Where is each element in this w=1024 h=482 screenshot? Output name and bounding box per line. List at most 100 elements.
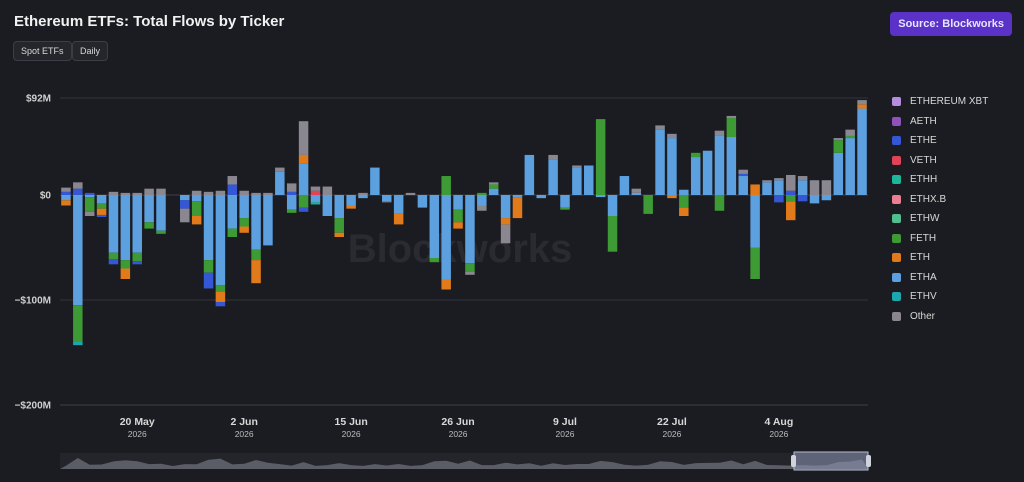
legend-item[interactable]: ETHW [892,209,988,229]
bar-segment-etha[interactable] [714,135,725,195]
bar-segment-feth[interactable] [714,195,725,211]
bar-segment-feth[interactable] [108,252,119,260]
bar-segment-other[interactable] [797,176,808,181]
bar-segment-eth[interactable] [500,218,511,225]
bar-segment-feth[interactable] [441,176,451,195]
range-navigator[interactable] [60,451,871,471]
bar-segment-eth[interactable] [393,213,404,225]
bar-segment-other[interactable] [762,180,772,183]
bar-segment-etha[interactable] [512,195,523,198]
bar-segment-ethe[interactable] [108,259,119,265]
bar-segment-etha[interactable] [263,195,273,246]
source-button[interactable]: Source: Blockworks [890,12,1012,36]
bar-segment-other[interactable] [726,115,737,119]
bar-segment-other[interactable] [61,187,71,192]
bar-segment-etha[interactable] [631,192,642,195]
bar-segment-feth[interactable] [96,203,107,209]
bar-segment-feth[interactable] [215,285,226,292]
bar-segment-etha[interactable] [572,167,582,195]
bar-segment-etha[interactable] [584,165,594,195]
bar-segment-other[interactable] [774,178,784,181]
bar-segment-eth[interactable] [191,216,202,225]
bar-segment-etha[interactable] [370,167,380,195]
bar-segment-etha[interactable] [548,159,558,195]
bar-segment-feth[interactable] [191,201,202,216]
bar-segment-feth[interactable] [286,209,297,213]
bar-segment-etha[interactable] [382,195,392,202]
bar-segment-eth[interactable] [512,197,523,219]
bar-segment-etha[interactable] [298,163,309,195]
bar-segment-etha[interactable] [477,195,487,206]
bar-segment-ethe[interactable] [132,261,142,265]
legend-item[interactable]: ETHEREUM XBT [892,92,988,112]
bar-segment-etha[interactable] [536,195,546,199]
bar-segment-eth[interactable] [298,154,309,164]
bar-segment-eth[interactable] [786,201,796,221]
bar-segment-veth[interactable] [310,190,321,195]
bar-segment-ethe[interactable] [203,272,214,289]
bar-segment-etha[interactable] [821,195,832,201]
navigator-window[interactable] [793,451,869,471]
bar-segment-feth[interactable] [607,216,618,252]
bar-segment-other[interactable] [548,154,558,160]
legend-item[interactable]: ETHH [892,170,988,190]
bar-segment-etha[interactable] [857,108,867,195]
bar-segment-feth[interactable] [334,218,344,233]
bar-segment-etha[interactable] [774,180,784,195]
bar-segment-ethe[interactable] [84,192,95,195]
bar-segment-other[interactable] [572,165,582,168]
legend-item[interactable]: ETHV [892,287,988,307]
bar-segment-other[interactable] [500,224,511,244]
bar-segment-etha[interactable] [191,195,202,202]
bar-segment-etha[interactable] [488,188,499,195]
bar-segment-ethe[interactable] [797,195,808,202]
bar-segment-other[interactable] [488,182,499,185]
bar-segment-etha[interactable] [453,195,463,210]
bar-segment-feth[interactable] [84,197,95,212]
bar-segment-etha[interactable] [239,195,249,219]
bar-segment-etha[interactable] [286,195,297,210]
bar-segment-etha[interactable] [108,195,119,253]
bar-segment-ethe[interactable] [227,184,238,195]
bar-segment-etha[interactable] [358,195,368,199]
bar-segment-etha[interactable] [607,195,618,216]
bar-segment-etha[interactable] [738,176,748,195]
bar-segment-eth[interactable] [334,232,344,237]
legend-item[interactable]: ETH [892,248,988,268]
bar-segment-eth[interactable] [239,226,249,233]
bar-segment-other[interactable] [203,191,214,195]
bar-segment-feth[interactable] [833,140,844,153]
bar-segment-etha[interactable] [702,150,713,195]
bar-segment-etha[interactable] [144,195,154,223]
bar-segment-etha[interactable] [251,195,261,250]
bar-segment-feth[interactable] [726,118,737,138]
bar-segment-other[interactable] [667,133,677,139]
bar-segment-eth[interactable] [857,104,867,109]
bar-segment-etha[interactable] [215,195,226,286]
legend-item[interactable]: ETHE [892,131,988,151]
bar-segment-other[interactable] [180,208,190,223]
bar-segment-etha[interactable] [750,195,760,248]
bar-segment-other[interactable] [382,201,392,203]
bar-segment-other[interactable] [275,167,285,172]
bar-segment-other[interactable] [191,190,202,195]
bar-segment-ethe[interactable] [286,191,297,195]
bar-segment-other[interactable] [227,176,238,185]
bar-segment-other[interactable] [322,186,333,195]
bar-segment-etha[interactable] [655,129,665,195]
bar-segment-other[interactable] [144,188,154,195]
legend-item[interactable]: FETH [892,229,988,249]
bar-segment-ethe[interactable] [96,214,107,218]
bar-segment-feth[interactable] [477,192,487,195]
bar-segment-feth[interactable] [156,230,166,234]
bar-segment-ethh[interactable] [310,202,321,205]
bar-segment-etha[interactable] [96,195,107,204]
bar-segment-etha[interactable] [227,195,238,229]
bar-segment-etha[interactable] [429,195,440,258]
bars-layer[interactable] [61,100,867,346]
bar-segment-feth[interactable] [239,218,249,227]
bar-segment-etha[interactable] [500,195,511,219]
bar-segment-etha[interactable] [310,195,321,203]
bar-segment-etha[interactable] [679,189,689,195]
bar-segment-other[interactable] [251,192,261,195]
